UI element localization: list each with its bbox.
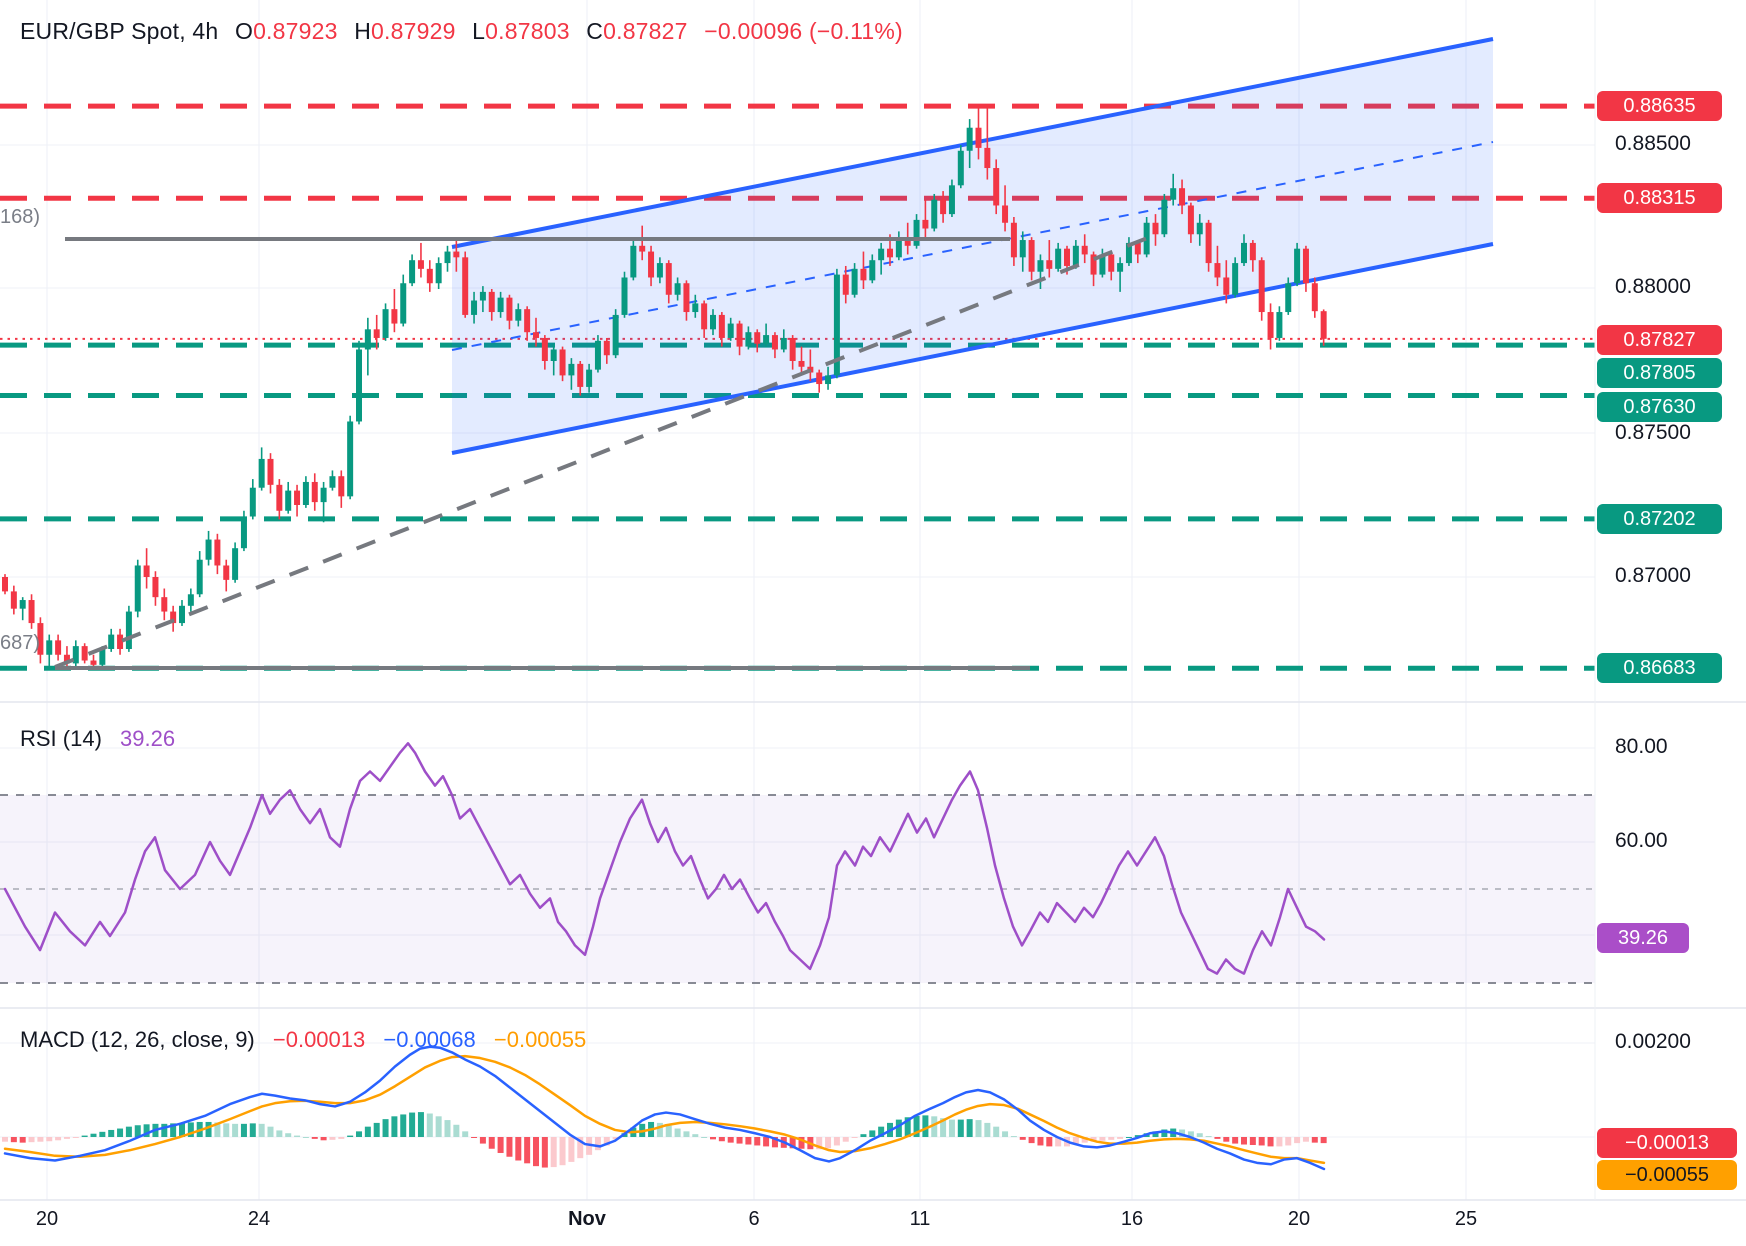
candles-series (2, 104, 1327, 670)
support-resistance-levels[interactable] (0, 103, 1595, 671)
time-axis-label[interactable]: 11 (909, 1208, 931, 1230)
low-value: 0.87803 (485, 18, 570, 44)
time-axis-label[interactable]: 20 (1287, 1208, 1311, 1230)
drawing-price-cut-label: 168) (0, 206, 41, 228)
open-value: 0.87923 (253, 18, 338, 44)
price-axis-label[interactable]: 0.00200 (1615, 1030, 1691, 1053)
ascending-channel-drawing[interactable] (451, 37, 1494, 455)
price-axis-label[interactable]: 60.00 (1615, 829, 1668, 852)
time-axis-label[interactable]: 25 (1454, 1208, 1478, 1230)
grid-lines (0, 0, 1595, 1200)
price-axis-label[interactable]: 80.00 (1615, 735, 1668, 758)
macd-title[interactable]: MACD (12, 26, close, 9) (20, 1027, 255, 1052)
price-axis-badge[interactable]: 39.26 (1597, 923, 1689, 953)
drawing-price-cut-label: 687) (0, 632, 41, 654)
price-axis-badge[interactable]: 0.87202 (1597, 504, 1722, 534)
price-axis-label[interactable]: 0.87000 (1615, 564, 1691, 587)
price-axis-badge[interactable]: −0.00013 (1597, 1128, 1737, 1158)
price-axis-badge[interactable]: 0.87630 (1597, 392, 1722, 422)
close-value: 0.87827 (603, 18, 688, 44)
time-axis-label[interactable]: 24 (247, 1208, 271, 1230)
low-label: L (472, 18, 486, 44)
time-axis-label[interactable]: 16 (1120, 1208, 1144, 1230)
macd-pane[interactable] (2, 1045, 1327, 1171)
change-value: −0.00096 (−0.11%) (704, 18, 903, 44)
symbol-legend: EUR/GBP Spot, 4h O0.87923 H0.87929 L0.87… (20, 18, 903, 45)
macd-hist-value: −0.00013 (272, 1027, 366, 1052)
open-label: O (234, 18, 254, 44)
macd-legend: MACD (12, 26, close, 9) −0.00013 −0.0006… (20, 1027, 586, 1053)
time-axis-label[interactable]: 20 (35, 1208, 59, 1230)
high-label: H (354, 18, 372, 44)
price-axis-label[interactable]: 0.88000 (1615, 275, 1691, 298)
rsi-pane[interactable] (0, 742, 1595, 984)
symbol-title[interactable]: EUR/GBP Spot, 4h (20, 18, 219, 44)
high-value: 0.87929 (371, 18, 456, 44)
dashed-trendline-drawing[interactable] (54, 235, 1151, 669)
horizontal-ray-drawing[interactable] (55, 237, 1030, 670)
macd-line-value: −0.00068 (383, 1027, 476, 1052)
price-axis-badge[interactable]: 0.86683 (1597, 653, 1722, 683)
price-axis-badge[interactable]: 0.87805 (1597, 358, 1722, 388)
price-axis-badge[interactable]: −0.00055 (1597, 1160, 1737, 1190)
macd-signal-value: −0.00055 (493, 1027, 587, 1052)
rsi-legend: RSI (14) 39.26 (20, 726, 175, 752)
price-axis-badge[interactable]: 0.87827 (1597, 325, 1722, 355)
price-axis-badge[interactable]: 0.88635 (1597, 91, 1722, 121)
close-label: C (586, 18, 604, 44)
pane-separators[interactable] (0, 0, 1746, 1201)
rsi-title[interactable]: RSI (14) (20, 726, 102, 751)
price-axis-badge[interactable]: 0.88315 (1597, 183, 1722, 213)
rsi-value: 39.26 (120, 726, 176, 751)
price-axis-label[interactable]: 0.87500 (1615, 421, 1691, 444)
time-axis-label[interactable]: Nov (568, 1208, 606, 1230)
price-axis-label[interactable]: 0.88500 (1615, 132, 1691, 155)
time-axis-label[interactable]: 6 (748, 1208, 760, 1230)
